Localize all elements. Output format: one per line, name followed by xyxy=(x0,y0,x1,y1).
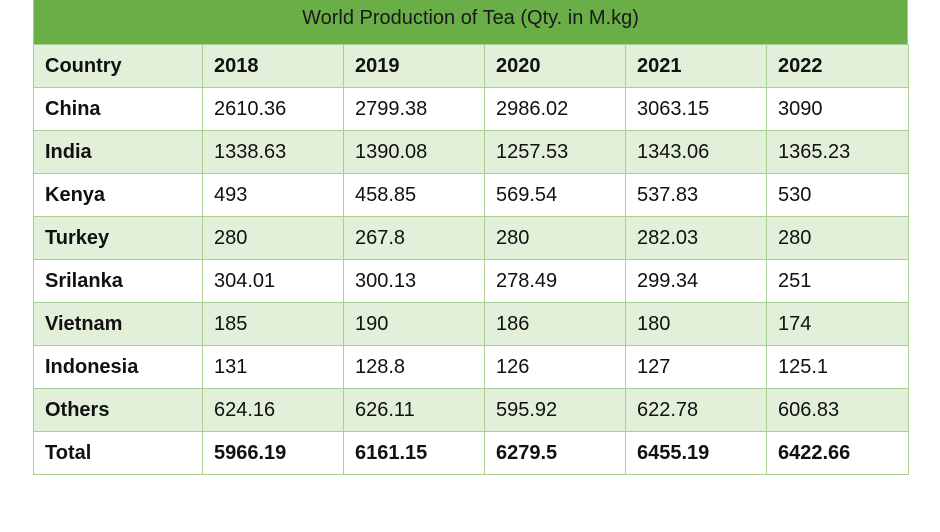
value-cell: 300.13 xyxy=(343,259,485,303)
country-cell: Others xyxy=(33,388,203,432)
value-cell: 6161.15 xyxy=(343,431,485,475)
country-cell: Turkey xyxy=(33,216,203,260)
table-title: World Production of Tea (Qty. in M.kg) xyxy=(33,0,908,44)
value-cell: 2799.38 xyxy=(343,87,485,131)
value-cell: 278.49 xyxy=(484,259,626,303)
value-cell: 1338.63 xyxy=(202,130,344,174)
table-row: Srilanka 304.01 300.13 278.49 299.34 251 xyxy=(33,259,909,303)
value-cell: 530 xyxy=(766,173,909,217)
value-cell: 3090 xyxy=(766,87,909,131)
table-row: Turkey 280 267.8 280 282.03 280 xyxy=(33,216,909,260)
value-cell: 1257.53 xyxy=(484,130,626,174)
table-row: India 1338.63 1390.08 1257.53 1343.06 1365.23 xyxy=(33,130,909,174)
value-cell: 174 xyxy=(766,302,909,346)
value-cell: 624.16 xyxy=(202,388,344,432)
value-cell: 6422.66 xyxy=(766,431,909,475)
value-cell: 126 xyxy=(484,345,626,389)
column-header-year: 2021 xyxy=(625,44,767,88)
value-cell: 2986.02 xyxy=(484,87,626,131)
value-cell: 1390.08 xyxy=(343,130,485,174)
country-cell: Kenya xyxy=(33,173,203,217)
value-cell: 1365.23 xyxy=(766,130,909,174)
value-cell: 280 xyxy=(484,216,626,260)
value-cell: 6279.5 xyxy=(484,431,626,475)
column-header-year: 2020 xyxy=(484,44,626,88)
country-cell: Srilanka xyxy=(33,259,203,303)
table-row: Vietnam 185 190 186 180 174 xyxy=(33,302,909,346)
value-cell: 127 xyxy=(625,345,767,389)
table-body: Country 2018 2019 2020 2021 2022 China 2610.36 2… xyxy=(33,44,909,475)
value-cell: 125.1 xyxy=(766,345,909,389)
country-cell: China xyxy=(33,87,203,131)
table-row: Others 624.16 626.11 595.92 622.78 606.83 xyxy=(33,388,909,432)
column-header-year: 2022 xyxy=(766,44,909,88)
value-cell: 282.03 xyxy=(625,216,767,260)
value-cell: 626.11 xyxy=(343,388,485,432)
table-row: China 2610.36 2799.38 2986.02 3063.15 3090 xyxy=(33,87,909,131)
value-cell: 190 xyxy=(343,302,485,346)
value-cell: 458.85 xyxy=(343,173,485,217)
value-cell: 299.34 xyxy=(625,259,767,303)
country-cell: India xyxy=(33,130,203,174)
country-cell: Indonesia xyxy=(33,345,203,389)
value-cell: 1343.06 xyxy=(625,130,767,174)
value-cell: 622.78 xyxy=(625,388,767,432)
value-cell: 251 xyxy=(766,259,909,303)
tea-production-table-container: World Production of Tea (Qty. in M.kg) C… xyxy=(33,0,909,475)
value-cell: 280 xyxy=(766,216,909,260)
country-cell: Vietnam xyxy=(33,302,203,346)
column-header-year: 2019 xyxy=(343,44,485,88)
table-row: Kenya 493 458.85 569.54 537.83 530 xyxy=(33,173,909,217)
column-header-country: Country xyxy=(33,44,203,88)
value-cell: 6455.19 xyxy=(625,431,767,475)
total-row: Total 5966.19 6161.15 6279.5 6455.19 6422.66 xyxy=(33,431,909,475)
value-cell: 2610.36 xyxy=(202,87,344,131)
value-cell: 131 xyxy=(202,345,344,389)
header-row: Country 2018 2019 2020 2021 2022 xyxy=(33,44,909,88)
value-cell: 280 xyxy=(202,216,344,260)
value-cell: 3063.15 xyxy=(625,87,767,131)
column-header-year: 2018 xyxy=(202,44,344,88)
value-cell: 180 xyxy=(625,302,767,346)
country-cell: Total xyxy=(33,431,203,475)
value-cell: 304.01 xyxy=(202,259,344,303)
value-cell: 5966.19 xyxy=(202,431,344,475)
value-cell: 128.8 xyxy=(343,345,485,389)
value-cell: 537.83 xyxy=(625,173,767,217)
value-cell: 569.54 xyxy=(484,173,626,217)
value-cell: 267.8 xyxy=(343,216,485,260)
value-cell: 595.92 xyxy=(484,388,626,432)
value-cell: 493 xyxy=(202,173,344,217)
tea-production-table: Country 2018 2019 2020 2021 2022 China 2610.36 2… xyxy=(33,44,909,475)
value-cell: 606.83 xyxy=(766,388,909,432)
value-cell: 185 xyxy=(202,302,344,346)
table-row: Indonesia 131 128.8 126 127 125.1 xyxy=(33,345,909,389)
value-cell: 186 xyxy=(484,302,626,346)
